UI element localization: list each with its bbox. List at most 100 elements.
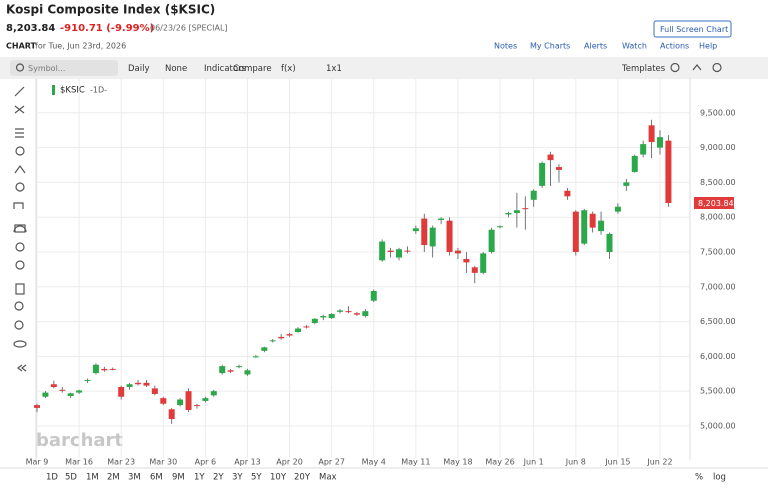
candle-body	[379, 241, 386, 261]
last-price: 8,203.84	[6, 23, 55, 34]
x-tick-label: Jun 22	[646, 458, 672, 467]
x-tick-label: Mar 30	[149, 458, 177, 467]
range-button[interactable]: 2M	[107, 473, 120, 483]
toolbar-item[interactable]: f(x)	[281, 64, 296, 74]
templates[interactable]: Templates	[621, 64, 666, 74]
symbol-box[interactable]	[10, 60, 118, 76]
candle-body	[328, 313, 335, 319]
x-tick-label: Jun 8	[565, 458, 586, 467]
candle-body	[362, 311, 369, 317]
candle-body	[59, 389, 66, 391]
candle-body	[572, 211, 579, 252]
candle-body	[92, 364, 99, 374]
range-button[interactable]: 3M	[128, 473, 141, 483]
candle-body	[311, 318, 318, 323]
range-button[interactable]: 5D	[65, 473, 77, 483]
candle-body	[396, 249, 403, 258]
side-toolbar	[13, 86, 27, 372]
header-link[interactable]: Actions	[660, 42, 689, 51]
range-button[interactable]: Max	[319, 473, 337, 483]
candle-body	[126, 384, 133, 388]
candle-body	[50, 384, 57, 388]
range-button[interactable]: 1D	[46, 473, 58, 483]
range-button[interactable]: 2Y	[213, 473, 224, 483]
header-link[interactable]: Alerts	[584, 42, 607, 51]
symbol-input[interactable]: Symbol...	[28, 64, 65, 73]
candle-body	[623, 182, 630, 186]
candle-body	[337, 310, 344, 312]
candle-body	[353, 313, 360, 315]
x-tick-label: May 18	[443, 458, 472, 467]
range-button[interactable]: 9M	[172, 473, 185, 483]
candle-body	[581, 210, 588, 244]
toolbar-item[interactable]: 1x1	[326, 64, 342, 74]
y-tick-label: 5,500.00	[700, 387, 736, 396]
range-button[interactable]: 1M	[86, 473, 99, 483]
y-tick-label: 9,500.00	[700, 108, 736, 117]
candle-body	[286, 334, 293, 336]
candle-body	[640, 144, 647, 155]
candle-body	[657, 137, 663, 148]
range-button[interactable]: 1Y	[194, 473, 205, 483]
candle-body	[210, 391, 217, 396]
chart-word: CHART	[6, 42, 37, 51]
toolbar-item[interactable]: Indicators	[204, 64, 247, 74]
candle-body	[488, 229, 495, 252]
candle-body	[421, 218, 428, 246]
range-button[interactable]: 3Y	[232, 473, 243, 483]
header-link[interactable]: My Charts	[530, 42, 570, 51]
header-link[interactable]: Help	[699, 42, 717, 51]
legend-period: -1D-	[90, 86, 107, 95]
y-tick-label: 6,500.00	[700, 317, 736, 326]
toolbar-item[interactable]: Compare	[233, 64, 272, 74]
candle-body	[505, 213, 512, 215]
candle-body	[614, 206, 621, 212]
candle-body	[320, 316, 327, 318]
fullscreen-label[interactable]: Full Screen Chart	[660, 25, 728, 34]
toolbar-item[interactable]: None	[165, 64, 187, 74]
legend-symbol: $KSIC	[60, 86, 85, 96]
candle-body	[589, 213, 596, 228]
y-tick-label: 8,000.00	[700, 213, 736, 222]
candle-body	[34, 405, 40, 408]
candle-body	[497, 226, 504, 228]
range-button[interactable]: 10Y	[270, 473, 287, 483]
candle-body	[454, 250, 461, 254]
candle-body	[151, 388, 158, 394]
toolbar-item[interactable]: Daily	[128, 64, 150, 74]
range-button[interactable]: 20Y	[294, 473, 311, 483]
y-tick-label: 6,000.00	[700, 352, 736, 361]
scale-option[interactable]: log	[713, 473, 726, 483]
candle-body	[227, 370, 234, 372]
candle-body	[547, 154, 554, 161]
x-tick-label: May 26	[485, 458, 514, 467]
candle-body	[446, 220, 453, 252]
candle-body	[244, 370, 251, 375]
toolbar	[0, 57, 768, 79]
candle-body	[429, 227, 436, 247]
candle-body	[631, 155, 638, 172]
header-link[interactable]: Notes	[494, 42, 517, 51]
fullscreen-button[interactable]	[653, 20, 732, 38]
range-button[interactable]: 6M	[150, 473, 163, 483]
candle-body	[101, 368, 108, 371]
legend-swatch	[52, 85, 55, 95]
candle-body	[438, 218, 445, 220]
candle-body	[193, 405, 200, 407]
candle-body	[269, 340, 276, 342]
candle-body	[564, 190, 571, 197]
scale-option[interactable]: %	[695, 473, 703, 483]
range-button[interactable]: 5Y	[251, 473, 262, 483]
chart-for: for Tue, Jun 23rd, 2026	[35, 42, 126, 51]
last-price-tag	[694, 197, 734, 210]
x-tick-label: May 4	[362, 458, 386, 467]
header-link[interactable]: Watch	[622, 42, 647, 51]
candle-body	[118, 387, 125, 397]
y-tick-label: 5,000.00	[700, 421, 736, 430]
x-tick-label: Jun 1	[523, 458, 544, 467]
candle-body	[236, 366, 243, 368]
candle-body	[168, 409, 175, 420]
last-price-tag-label: 8,203.84	[698, 199, 734, 208]
price-change: -910.71 (-9.99%)	[60, 23, 154, 34]
candle-body	[76, 390, 83, 393]
